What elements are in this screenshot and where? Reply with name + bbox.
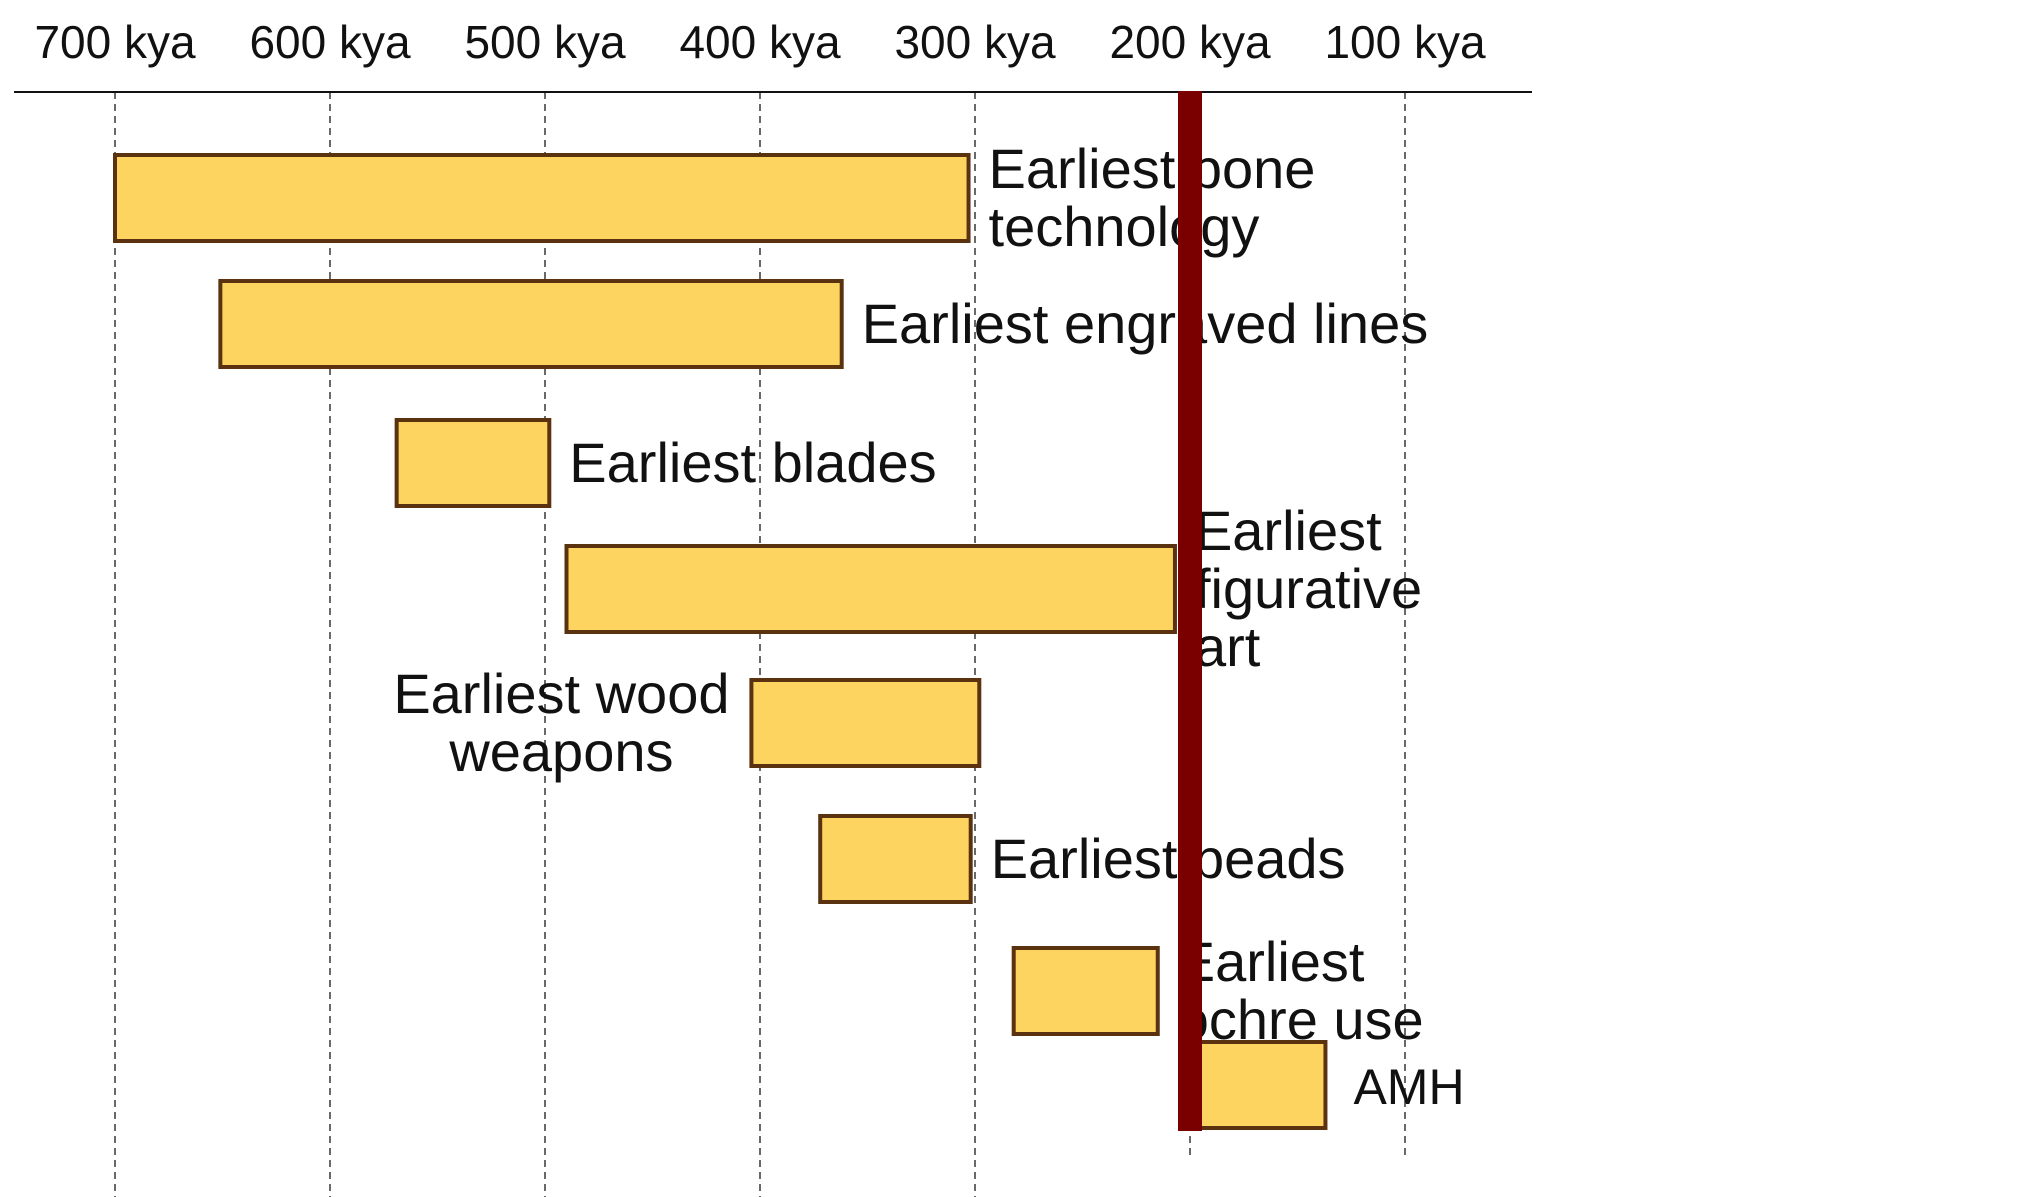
tick-labels: 700 kya 600 kya 500 kya 400 kya 300 kya 200 k… <box>34 16 1486 68</box>
tick-label-500: 500 kya <box>464 16 626 68</box>
bars <box>113 153 1328 1130</box>
tick-label-100: 100 kya <box>1324 16 1486 68</box>
bar-label-earliest-ochre-use-line-2: ochre use <box>1178 988 1424 1051</box>
bar-earliest-bone-technology <box>113 153 971 243</box>
bar-earliest-ochre-use <box>1011 946 1160 1036</box>
bar-label-earliest-wood-weapons-line-2: weapons <box>448 720 673 783</box>
reference-line-200kya <box>1178 91 1202 1131</box>
bar-earliest-figurative-art <box>564 544 1177 634</box>
bar-earliest-blades <box>394 418 552 508</box>
tick-label-300: 300 kya <box>894 16 1056 68</box>
bar-label-earliest-engraved-lines-line-1: Earliest engraved lines <box>862 292 1429 355</box>
bar-label-earliest-bone-technology-line-1: Earliest bone <box>989 137 1316 200</box>
tick-label-700: 700 kya <box>34 16 196 68</box>
bar-label-earliest-figurative-art-line-3: art <box>1195 615 1261 678</box>
bar-label-earliest-beads-line-1: Earliest beads <box>991 827 1346 890</box>
bar-label-earliest-blades-line-1: Earliest blades <box>569 431 936 494</box>
tick-label-600: 600 kya <box>249 16 411 68</box>
bar-label-earliest-figurative-art-line-2: figurative <box>1195 557 1422 620</box>
bar-earliest-beads <box>818 814 973 904</box>
bar-earliest-engraved-lines <box>218 279 844 369</box>
bar-earliest-wood-weapons <box>749 678 982 768</box>
bar-label-earliest-wood-weapons-line-1: Earliest wood <box>393 662 729 725</box>
tick-label-200: 200 kya <box>1109 16 1271 68</box>
bar-label-amh-line-1: AMH <box>1353 1059 1464 1115</box>
bar-label-earliest-ochre-use-line-1: Earliest <box>1178 930 1365 993</box>
bar-label-earliest-bone-technology-line-2: technology <box>989 195 1260 258</box>
bar-amh <box>1188 1040 1328 1130</box>
tick-label-400: 400 kya <box>679 16 841 68</box>
bar-label-earliest-figurative-art-line-1: Earliest <box>1195 499 1382 562</box>
